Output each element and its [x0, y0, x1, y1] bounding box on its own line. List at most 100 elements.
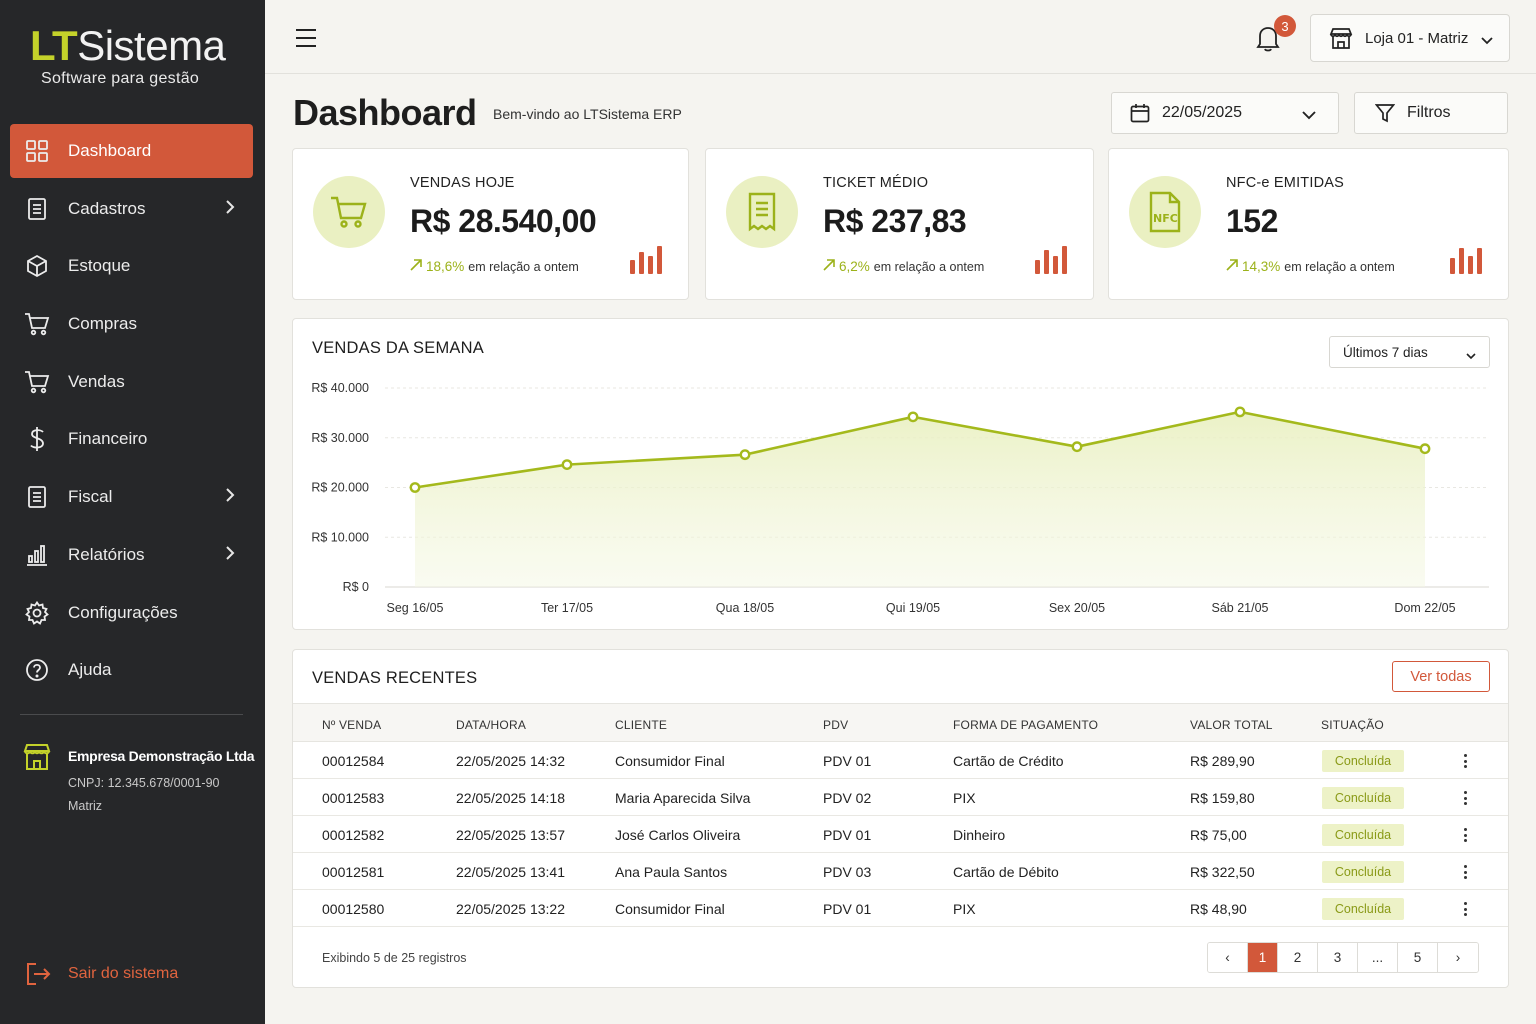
table-row[interactable]: 00012581 22/05/2025 13:41 Ana Paula Santos…	[293, 853, 1508, 890]
chevron-down-icon	[1481, 32, 1493, 49]
prev-page-button[interactable]: ‹	[1208, 943, 1248, 972]
more-options-icon[interactable]	[1459, 787, 1471, 809]
table-row[interactable]: 00012580 22/05/2025 13:22 Consumidor Final…	[293, 890, 1508, 927]
x-tick-label: Dom 22/05	[1394, 601, 1455, 615]
y-tick-label: R$ 0	[343, 580, 369, 594]
table-cell: R$ 75,00	[1190, 827, 1247, 843]
company-type: Matriz	[68, 799, 103, 813]
menu-toggle-icon[interactable]	[295, 28, 317, 53]
sidebar-item-fiscal[interactable]: Fiscal	[10, 470, 253, 524]
sidebar-item-cadastros[interactable]: Cadastros	[10, 182, 253, 236]
data-point[interactable]	[1419, 443, 1431, 455]
table-cell: 22/05/2025 13:22	[456, 901, 565, 917]
table-cell: 22/05/2025 14:18	[456, 790, 565, 806]
data-point[interactable]	[561, 459, 573, 471]
sidebar-item-dashboard[interactable]: Dashboard	[10, 124, 253, 178]
page-button[interactable]: 1	[1248, 943, 1278, 972]
data-point[interactable]	[1071, 441, 1083, 453]
table-row[interactable]: 00012582 22/05/2025 13:57 José Carlos Oliv…	[293, 816, 1508, 853]
data-point[interactable]	[739, 449, 751, 461]
column-header: FORMA DE PAGAMENTO	[953, 718, 1099, 732]
page-button[interactable]: 5	[1398, 943, 1438, 972]
more-options-icon[interactable]	[1459, 750, 1471, 772]
y-tick-label: R$ 40.000	[311, 381, 369, 395]
sidebar-item-relatorios[interactable]: Relatórios	[10, 528, 253, 582]
bar-chart-icon	[24, 542, 50, 568]
sidebar-item-configuracoes[interactable]: Configurações	[10, 586, 253, 640]
x-tick-label: Qua 18/05	[716, 601, 774, 615]
filters-button[interactable]: Filtros	[1354, 92, 1508, 134]
sidebar-item-ajuda[interactable]: Ajuda	[10, 643, 253, 697]
recent-sales-card: VENDAS RECENTES Ver todas Nº VENDA DATA/H…	[292, 649, 1509, 988]
chart-title: VENDAS DA SEMANA	[312, 339, 484, 357]
sidebar-item-vendas[interactable]: Vendas	[10, 355, 253, 409]
store-selector[interactable]: Loja 01 - Matriz	[1310, 14, 1510, 62]
table-header: Nº VENDA DATA/HORA CLIENTE PDV FORMA DE PAGA…	[293, 703, 1508, 742]
table-cell: 22/05/2025 13:57	[456, 827, 565, 843]
column-header: VALOR TOTAL	[1190, 718, 1273, 732]
table-cell: R$ 322,50	[1190, 864, 1255, 880]
company-name: Empresa Demonstração Ltda	[68, 748, 255, 764]
trend-up-icon	[823, 259, 835, 274]
page-subtitle: Bem-vindo ao LTSistema ERP	[493, 106, 682, 122]
calendar-icon	[1130, 103, 1150, 123]
weekly-sales-chart: R$ 0 R$ 10.000 R$ 20.000 R$ 30.000 R$ 40.000…	[311, 381, 1489, 615]
status-badge: Concluída	[1322, 787, 1404, 809]
table-cell: PDV 03	[823, 864, 872, 880]
table-cell: PDV 01	[823, 753, 872, 769]
notification-bell-icon[interactable]	[1255, 24, 1281, 57]
table-cell: Ana Paula Santos	[615, 864, 728, 880]
kpi-card: VENDAS HOJE R$ 28.540,00 18,6% em relação a…	[292, 148, 689, 300]
table-cell: Cartão de Crédito	[953, 753, 1064, 769]
sidebar-item-label: Cadastros	[68, 198, 146, 218]
trend-up-icon	[410, 259, 422, 274]
series-area	[415, 411, 1425, 587]
date-picker[interactable]: 22/05/2025	[1111, 92, 1339, 134]
sidebar-item-label: Relatórios	[68, 544, 145, 564]
kpi-trend-percent: 18,6%	[426, 259, 465, 274]
sidebar-item-label: Compras	[68, 314, 137, 334]
data-point[interactable]	[409, 482, 421, 493]
table-cell: Cartão de Débito	[953, 864, 1059, 880]
kpi-trend-percent: 14,3%	[1242, 259, 1281, 274]
mini-bar-chart-icon	[1031, 244, 1067, 274]
sidebar: LTSistema Software para gestão Dashboard…	[0, 0, 265, 1024]
column-header: PDV	[823, 718, 849, 732]
table-row[interactable]: 00012584 22/05/2025 14:32 Consumidor Final…	[293, 742, 1508, 779]
store-icon	[1329, 26, 1353, 50]
sidebar-item-compras[interactable]: Compras	[10, 297, 253, 351]
brand-logo[interactable]: LTSistema Software para gestão	[30, 24, 226, 88]
sidebar-item-financeiro[interactable]: Financeiro	[10, 412, 253, 466]
kpi-trend: 14,3% em relação a ontem	[1226, 259, 1395, 274]
sidebar-item-label: Dashboard	[68, 141, 152, 160]
table-cell: 00012584	[322, 753, 385, 769]
column-header: Nº VENDA	[322, 718, 382, 732]
sidebar-item-label: Vendas	[68, 371, 125, 391]
more-options-icon[interactable]	[1459, 824, 1471, 846]
notification-count-badge: 3	[1274, 15, 1296, 37]
next-page-button[interactable]: ›	[1438, 943, 1478, 972]
brand-tagline: Software para gestão	[41, 70, 200, 87]
chevron-down-icon	[1466, 348, 1476, 363]
data-point[interactable]	[907, 411, 919, 423]
more-options-icon[interactable]	[1459, 861, 1471, 883]
date-value: 22/05/2025	[1162, 104, 1243, 121]
weekly-sales-card: VENDAS DA SEMANA Últimos 7 dias R$ 0 R$ 1…	[292, 318, 1509, 630]
sidebar-item-estoque[interactable]: Estoque	[10, 239, 253, 293]
period-selector[interactable]: Últimos 7 dias	[1329, 336, 1490, 368]
table-row[interactable]: 00012583 22/05/2025 14:18 Maria Aparecida …	[293, 779, 1508, 816]
page-button[interactable]: 2	[1278, 943, 1318, 972]
page-button[interactable]: 3	[1318, 943, 1358, 972]
data-point[interactable]	[1234, 406, 1246, 418]
table-cell: Consumidor Final	[615, 753, 725, 769]
chevron-right-icon	[225, 545, 235, 566]
view-all-button[interactable]: Ver todas	[1392, 661, 1490, 692]
sidebar-divider	[20, 714, 243, 715]
chevron-right-icon	[225, 487, 235, 508]
logout-button[interactable]: Sair do sistema	[24, 960, 178, 988]
kpi-card: NFC NFC-e EMITIDAS 152 14,3% em relação a on…	[1108, 148, 1509, 300]
sidebar-item-label: Fiscal	[68, 487, 113, 507]
trend-up-icon	[1226, 259, 1238, 274]
svg-text:NFC: NFC	[1153, 212, 1178, 225]
more-options-icon[interactable]	[1459, 898, 1471, 920]
